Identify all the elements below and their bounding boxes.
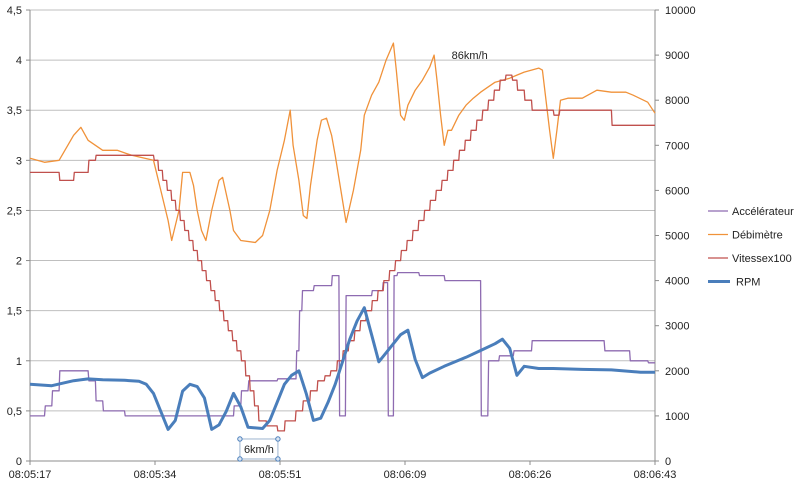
- left-tick-label: 0,5: [7, 406, 22, 418]
- legend-label: Vitessex100: [732, 253, 792, 265]
- left-tick-label: 1,5: [7, 306, 22, 318]
- left-tick-label: 3,5: [7, 105, 22, 117]
- annotation-box: [239, 438, 279, 460]
- series-line-debimetre: [29, 42, 656, 244]
- x-tick-label: 08:06:09: [384, 469, 427, 481]
- x-tick-label: 08:05:17: [9, 469, 52, 481]
- right-tick-label: 4000: [665, 276, 689, 288]
- legend-item-rpm: RPM: [708, 277, 760, 289]
- x-tick-label: 08:06:43: [634, 469, 677, 481]
- x-tick-label: 08:05:51: [259, 469, 302, 481]
- boxed-annotation: 6km/h: [237, 436, 281, 462]
- annotation-text: 86km/h: [452, 50, 488, 62]
- x-tick-label: 08:05:34: [134, 469, 177, 481]
- legend-label: RPM: [736, 277, 760, 289]
- right-tick-label: 0: [665, 456, 671, 468]
- legend-item-vitessex100: Vitessex100: [708, 253, 792, 265]
- right-tick-label: 1000: [665, 411, 689, 423]
- annotation-handle: [237, 456, 243, 462]
- left-tick-label: 2: [16, 256, 22, 268]
- legend-item-debimetre: Débimètre: [708, 230, 783, 242]
- annotation-text: 6km/h: [244, 444, 274, 456]
- left-tick-label: 1: [16, 356, 22, 368]
- right-tick-label: 6000: [665, 185, 689, 197]
- left-tick-label: 3: [16, 155, 22, 167]
- x-tick-label: 08:06:26: [509, 469, 552, 481]
- right-tick-label: 9000: [665, 50, 689, 62]
- right-tick-label: 5000: [665, 231, 689, 243]
- right-tick-label: 7000: [665, 140, 689, 152]
- x-axis-ticks: 08:05:17 08:05:34 08:05:51 08:06:09 08:06:26…: [9, 461, 677, 481]
- right-axis-ticks: 0 1000 2000 3000 4000 5000 6000 7000 8000 9000 100…: [655, 5, 696, 468]
- right-tick-label: 2000: [665, 366, 689, 378]
- series-line-rpm: [29, 306, 655, 431]
- annotation-handle: [237, 436, 243, 442]
- legend: Accélérateur Débimètre Vitessex100 RPM: [708, 206, 794, 289]
- series-line-vitessex100: [30, 74, 655, 432]
- left-tick-label: 4: [16, 55, 22, 67]
- series-layer: [29, 42, 656, 432]
- left-tick-label: 0: [16, 456, 22, 468]
- annotation-handle: [275, 436, 281, 442]
- legend-label: Débimètre: [732, 230, 783, 242]
- legend-item-accelerateur: Accélérateur: [708, 206, 794, 218]
- right-tick-label: 8000: [665, 95, 689, 107]
- left-axis-ticks: 0 0,5 1 1,5 2 2,5 3 3,5 4 4,5: [7, 5, 30, 468]
- right-tick-label: 3000: [665, 321, 689, 333]
- annotation: 86km/h: [452, 50, 488, 62]
- right-tick-label: 10000: [665, 5, 696, 17]
- left-tick-label: 2,5: [7, 205, 22, 217]
- left-tick-label: 4,5: [7, 5, 22, 17]
- legend-label: Accélérateur: [732, 206, 794, 218]
- annotation-handle: [275, 456, 281, 462]
- series-line-accelerateur: [30, 271, 655, 417]
- annotations: 86km/h 6km/h: [237, 50, 488, 462]
